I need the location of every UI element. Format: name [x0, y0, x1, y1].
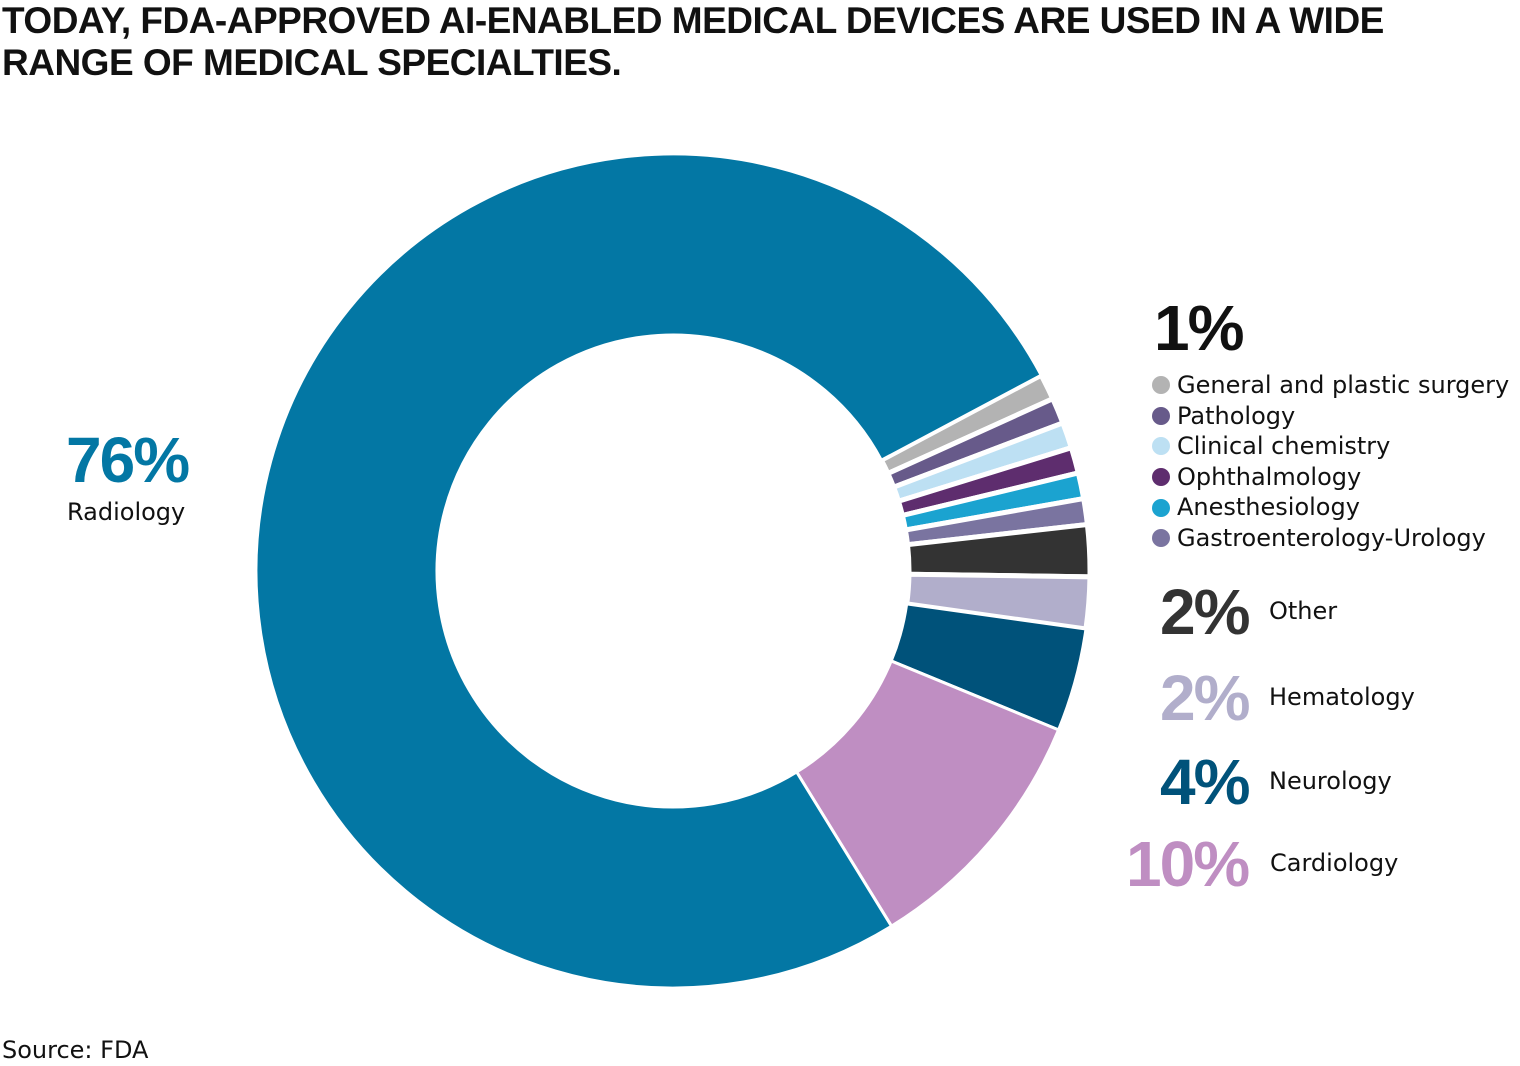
radiology-label: Radiology	[67, 498, 186, 526]
legend-label: Ophthalmology	[1177, 462, 1362, 491]
legend-label: Gastroenterology-Urology	[1177, 523, 1486, 552]
hematology-percent: 2%	[1160, 662, 1250, 734]
legend-item: General and plastic surgery	[1152, 370, 1509, 401]
legend-item: Ophthalmology	[1152, 462, 1509, 493]
slice-radiology	[254, 152, 1044, 990]
legend-dot-icon	[1152, 376, 1170, 395]
cardiology-percent: 10%	[1126, 828, 1250, 900]
legend-label: General and plastic surgery	[1177, 371, 1510, 399]
legend-label: Clinical chemistry	[1177, 432, 1391, 461]
cardiology-label: Cardiology	[1270, 849, 1399, 877]
legend-label: Anesthesiology	[1177, 493, 1360, 522]
radiology-percent: 76%	[66, 424, 190, 496]
group-percent: 1%	[1154, 292, 1244, 364]
legend-dot-icon	[1152, 498, 1170, 517]
neurology-label: Neurology	[1269, 767, 1392, 795]
legend-item: Clinical chemistry	[1152, 431, 1509, 462]
legend-dot-icon	[1152, 437, 1170, 456]
other-label: Other	[1269, 597, 1338, 625]
other-percent: 2%	[1160, 576, 1250, 648]
legend-dot-icon	[1152, 468, 1170, 487]
legend-item: Pathology	[1152, 401, 1509, 432]
chart-title: TODAY, FDA-APPROVED AI-ENABLED MEDICAL D…	[2, 0, 1384, 83]
legend-dot-icon	[1152, 406, 1170, 425]
legend-item: Gastroenterology-Urology	[1152, 523, 1509, 554]
legend-label: Pathology	[1177, 401, 1296, 430]
legend: General and plastic surgery Pathology Cl…	[1152, 370, 1509, 554]
source-note: Source: FDA	[2, 1036, 149, 1064]
legend-item: Anesthesiology	[1152, 492, 1509, 523]
legend-dot-icon	[1152, 529, 1170, 548]
hematology-label: Hematology	[1269, 683, 1415, 711]
neurology-percent: 4%	[1160, 746, 1250, 818]
